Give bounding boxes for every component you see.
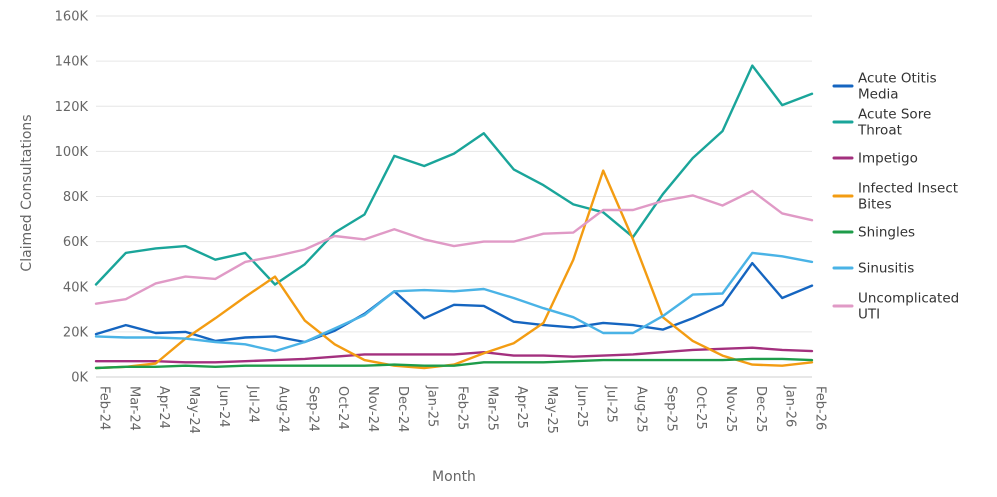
y-tick-label: 160K [55, 10, 89, 25]
y-tick-label: 20K [63, 325, 89, 340]
series-lines [94, 64, 814, 370]
legend-label: Acute Sore Throat [857, 107, 931, 139]
y-tick-label: 100K [55, 145, 89, 160]
x-axis-title: Month [432, 469, 476, 485]
x-tick-label: Oct-24 [335, 386, 350, 430]
legend-label: Impetigo [858, 151, 918, 167]
x-tick-label: May-24 [186, 386, 201, 434]
x-tick-label: May-25 [544, 386, 559, 434]
legend-label: Acute Otitis Media [858, 71, 937, 103]
legend: Acute Otitis Media Acute Sore Throat Impetig… [832, 71, 959, 323]
x-tick-label: Jan-25 [425, 385, 440, 427]
x-tick-label: Mar-25 [484, 386, 499, 431]
legend-label: Shingles [858, 225, 915, 241]
x-tick-label: Apr-24 [156, 386, 171, 429]
x-tick-label: Sep-25 [663, 386, 678, 432]
x-tick-label: Feb-24 [97, 386, 112, 430]
x-tick-label: Jun-25 [574, 385, 589, 428]
y-tick-label: 0K [71, 371, 88, 386]
legend-item-acute-sore-throat[interactable]: Acute Sore Throat [832, 107, 931, 139]
x-tick-label: Aug-24 [276, 386, 291, 433]
x-tick-label: Sep-24 [305, 386, 320, 432]
x-tick-label: Dec-25 [753, 386, 768, 432]
x-tick-label: Dec-24 [395, 386, 410, 432]
x-tick-label: Aug-25 [634, 386, 649, 433]
legend-item-acute-otitis-media[interactable]: Acute Otitis Media [832, 71, 937, 103]
y-tick-label: 120K [55, 100, 89, 115]
y-axis-ticks: 0K 20K 40K 60K 80K 100K 120K 140K 160K [55, 10, 89, 386]
x-tick-label: Mar-24 [126, 386, 141, 431]
series-line-acute-otitis-media [94, 261, 814, 344]
legend-label: Infected Insect Bites [858, 181, 958, 213]
legend-item-impetigo[interactable]: Impetigo [832, 151, 918, 167]
legend-item-sinusitis[interactable]: Sinusitis [832, 261, 914, 277]
x-tick-label: Jun-24 [216, 385, 231, 428]
y-axis-title: Claimed Consultations [19, 114, 35, 271]
y-tick-label: 80K [63, 190, 89, 205]
x-tick-label: Feb-26 [813, 386, 828, 430]
y-tick-label: 40K [63, 280, 89, 295]
legend-label: Uncomplicated UTI [858, 291, 959, 323]
x-tick-label: Apr-25 [514, 386, 529, 429]
legend-item-infected-insect-bites[interactable]: Infected Insect Bites [832, 181, 958, 213]
x-tick-label: Jan-26 [783, 385, 798, 427]
gridlines [96, 15, 812, 378]
legend-item-shingles[interactable]: Shingles [832, 225, 915, 241]
series-line-impetigo [94, 346, 814, 364]
x-tick-label: Jul-24 [246, 385, 261, 423]
series-line-uncomplicated-uti [94, 189, 814, 305]
x-tick-label: Oct-25 [693, 386, 708, 430]
legend-item-uncomplicated-uti[interactable]: Uncomplicated UTI [832, 291, 959, 323]
series-line-shingles [94, 357, 814, 370]
x-tick-label: Jul-25 [604, 385, 619, 423]
x-axis-ticks: Feb-24 Mar-24 Apr-24 May-24 Jun-24 Jul-24 Aug-… [97, 385, 828, 434]
x-tick-label: Nov-25 [723, 386, 738, 432]
y-tick-label: 60K [63, 235, 89, 250]
y-tick-label: 140K [55, 55, 89, 70]
legend-label: Sinusitis [858, 261, 914, 277]
series-line-sinusitis [94, 251, 814, 353]
x-tick-label: Nov-24 [365, 386, 380, 432]
series-line-acute-sore-throat [94, 64, 814, 286]
x-tick-label: Feb-25 [455, 386, 470, 430]
